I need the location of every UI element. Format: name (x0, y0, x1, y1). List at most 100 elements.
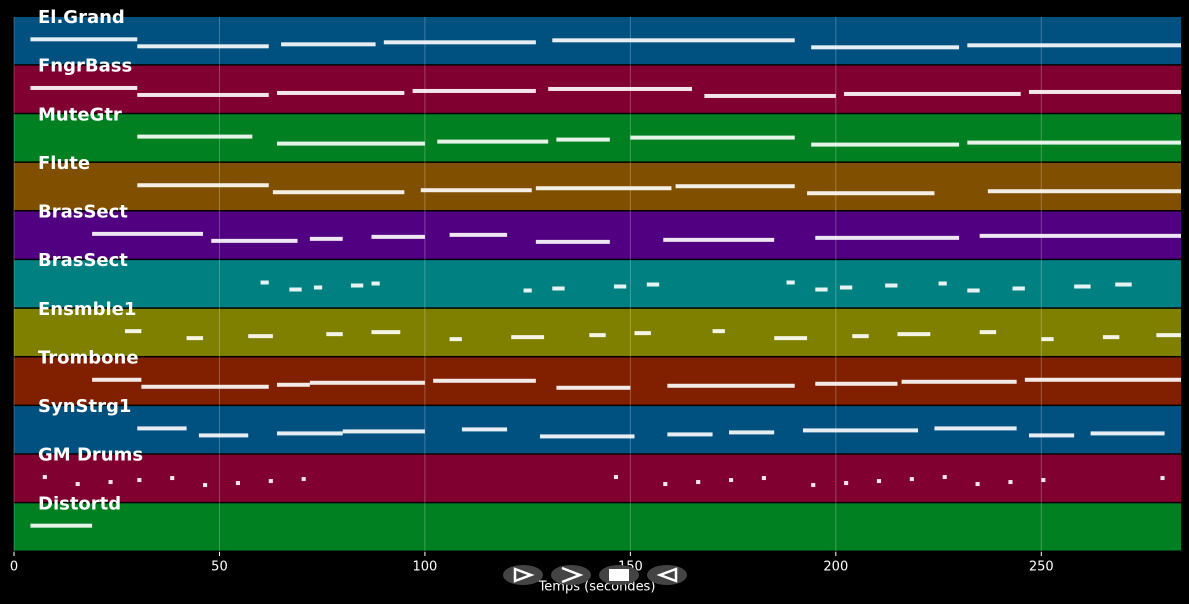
note-run (141, 384, 269, 389)
note-run (235, 481, 241, 486)
note-run (844, 91, 1021, 96)
note-run (556, 137, 610, 142)
note-run (1156, 333, 1181, 338)
lane-name: BrasSect (38, 202, 128, 223)
note-run (696, 480, 701, 485)
note-run (268, 479, 273, 484)
note-run (786, 280, 795, 285)
note-run (613, 284, 627, 289)
note-run (301, 477, 306, 482)
note-run (449, 337, 462, 342)
note-run (92, 231, 204, 236)
lane-name: GM Drums (38, 445, 143, 466)
note-run (876, 479, 882, 484)
note-run (967, 43, 1181, 48)
forward-button[interactable] (551, 565, 591, 585)
note-run (313, 285, 323, 290)
note-run (761, 476, 766, 481)
note-run (289, 287, 302, 292)
note-run (1090, 431, 1165, 436)
note-run (137, 183, 269, 188)
note-run (552, 286, 565, 291)
note-run (1074, 284, 1091, 289)
note-run (934, 426, 1017, 431)
note-run (511, 335, 545, 340)
note-run (897, 332, 931, 337)
note-run (92, 377, 142, 382)
back-button[interactable] (647, 565, 687, 585)
note-run (412, 88, 536, 93)
note-run (987, 189, 1181, 194)
note-run (309, 236, 343, 241)
x-tick-label: 50 (211, 560, 228, 575)
lane-name: Ensmble1 (38, 299, 136, 320)
note-run (1012, 286, 1025, 291)
note-run (371, 330, 401, 335)
note-run (170, 476, 175, 481)
note-run (909, 477, 914, 482)
note-run (248, 334, 273, 339)
note-run (276, 382, 310, 387)
note-run (433, 378, 536, 383)
note-run (663, 237, 775, 242)
note-run (1041, 478, 1046, 483)
note-run (1028, 89, 1181, 94)
note-run (979, 233, 1181, 238)
note-run (589, 333, 606, 338)
lane-name: Flute (38, 153, 90, 174)
note-run (704, 93, 836, 98)
note-run (556, 385, 631, 390)
note-run (646, 282, 660, 287)
note-run (938, 281, 947, 286)
note-run (42, 475, 47, 480)
note-run (124, 329, 142, 334)
note-run (420, 188, 532, 193)
note-run (137, 478, 142, 483)
note-run (30, 37, 138, 42)
note-run (371, 281, 380, 286)
note-run (75, 482, 80, 487)
note-run (137, 92, 269, 97)
note-run (613, 475, 619, 480)
stop-button[interactable] (599, 565, 639, 585)
note-run (276, 431, 343, 436)
lane-name: FngrBass (38, 56, 132, 77)
note-run (1102, 335, 1120, 340)
note-run (276, 141, 425, 146)
note-run (667, 432, 713, 437)
note-run (371, 234, 425, 239)
note-run (967, 288, 980, 293)
note-run (383, 40, 536, 45)
note-run (523, 288, 532, 293)
lane (14, 454, 1181, 502)
lane (14, 503, 1181, 551)
play-button[interactable] (503, 565, 543, 585)
note-run (1008, 480, 1013, 485)
note-run (885, 283, 898, 288)
note-run (728, 430, 775, 435)
note-run (1028, 433, 1075, 438)
note-run (1041, 337, 1054, 342)
note-run (137, 44, 269, 49)
note-run (712, 329, 725, 334)
note-run (844, 481, 849, 486)
note-run (802, 428, 919, 433)
note-run (309, 380, 425, 385)
note-run (811, 45, 960, 50)
x-tick-label: 250 (1029, 560, 1054, 575)
note-run (811, 142, 960, 147)
note-run (350, 283, 364, 288)
note-run (272, 190, 405, 195)
note-run (901, 379, 1017, 384)
note-run (281, 42, 376, 47)
lane-name: BrasSect (38, 250, 128, 271)
note-run (186, 336, 204, 341)
note-run (461, 427, 508, 432)
x-tick-label: 200 (823, 560, 848, 575)
note-run (276, 90, 405, 95)
note-run (839, 285, 853, 290)
note-run (663, 482, 668, 487)
note-run (807, 191, 935, 196)
note-run (1160, 476, 1165, 481)
